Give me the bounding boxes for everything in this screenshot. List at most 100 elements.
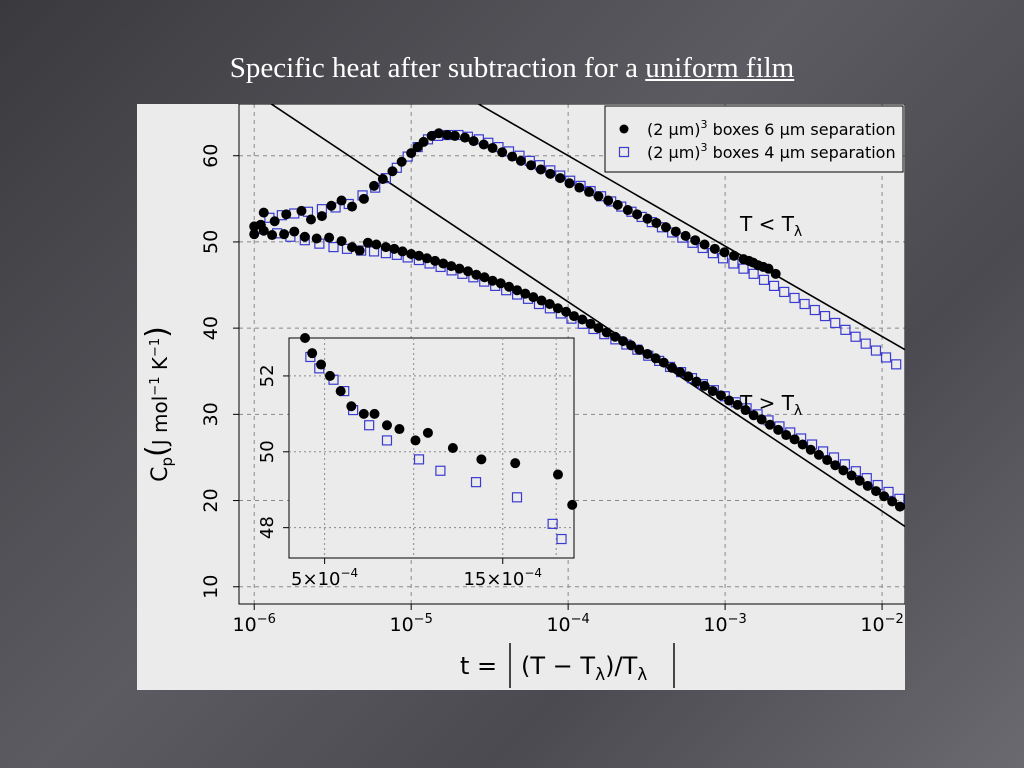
- circle-point: [528, 292, 539, 303]
- y-tick-label: 50: [200, 230, 222, 254]
- circle-point: [362, 237, 373, 248]
- circle-point: [626, 340, 637, 351]
- circle-point: [459, 132, 470, 143]
- square-point: [860, 338, 871, 349]
- data-points: [249, 128, 905, 512]
- circle-point: [299, 231, 310, 242]
- circle-point: [813, 449, 824, 460]
- circle-point: [709, 243, 720, 254]
- square-point: [768, 280, 780, 291]
- chart-panel: 10−6 10−5 10−4 10−3 10−2 10 20 30 40 50 60 (2 μm)3…: [137, 104, 905, 690]
- circle-point: [584, 186, 595, 197]
- circle-point: [862, 480, 873, 491]
- circle-point: [601, 327, 612, 338]
- circle-point: [311, 233, 322, 244]
- circle-point: [347, 242, 358, 253]
- slide-title: Specific heat after subtraction for a un…: [0, 52, 1024, 85]
- circle-point: [535, 164, 546, 175]
- legend: (2 μm)3 boxes 6 μm separation(2 μm)3 box…: [604, 105, 904, 173]
- circle-point: [756, 414, 767, 425]
- circle-point: [316, 211, 327, 222]
- circle-point: [610, 331, 621, 342]
- circle-point: [258, 207, 269, 218]
- x-tick-label: 10−5: [389, 612, 432, 636]
- inset-circle-point: [335, 386, 346, 397]
- inset-circle-point: [510, 458, 521, 469]
- circle-point: [442, 130, 453, 141]
- circle-point: [371, 239, 382, 250]
- circle-point: [336, 236, 347, 247]
- circle-point: [719, 247, 730, 258]
- square-point: [870, 345, 882, 356]
- circle-point: [413, 250, 424, 261]
- circle-point: [699, 239, 710, 250]
- circle-point: [324, 232, 335, 243]
- annotations: T < Tλ T > Tλ: [739, 212, 802, 419]
- circle-point: [838, 465, 849, 476]
- axis-labels: Cp(J mol−1 K−1) t = (T − Tλ)/Tλ: [140, 326, 675, 688]
- circle-point: [577, 314, 588, 325]
- inset-square-point: [470, 477, 482, 488]
- inset-circle-point: [358, 408, 369, 419]
- circle-point: [418, 136, 429, 147]
- legend-square-marker: [618, 146, 630, 158]
- circle-point: [497, 147, 508, 158]
- circle-point: [305, 214, 316, 225]
- x-axis-label: t = (T − Tλ)/Tλ: [460, 652, 647, 685]
- circle-point: [642, 213, 653, 224]
- circle-point: [397, 246, 408, 257]
- circle-point: [421, 253, 432, 264]
- inset-square-point: [435, 465, 446, 476]
- circle-point: [296, 205, 307, 216]
- circle-point: [279, 229, 290, 240]
- legend-label-4um: (2 μm)3 boxes 4 μm separation: [647, 141, 896, 162]
- fit-lines: [269, 104, 905, 528]
- circle-point: [449, 130, 460, 141]
- circle-point: [854, 475, 865, 486]
- circle-point: [593, 191, 604, 202]
- square-point: [779, 286, 790, 298]
- x-tick-label: 10−6: [233, 612, 276, 636]
- inset-y-tick-label: 48: [257, 516, 278, 539]
- square-point: [758, 274, 770, 285]
- circle-point: [507, 151, 518, 162]
- inset-plot: 5×10−4 15×10−4 48 50 52: [257, 333, 578, 590]
- inset-square-point: [547, 518, 558, 529]
- circle-point: [564, 178, 575, 189]
- inset-frame: [288, 337, 575, 559]
- circle-point: [281, 209, 292, 220]
- circle-point: [526, 160, 537, 171]
- legend-circle-marker: [619, 124, 629, 134]
- square-point: [840, 324, 851, 335]
- circle-point: [369, 180, 380, 191]
- circle-point: [289, 226, 300, 237]
- circle-point: [249, 229, 260, 240]
- circle-point: [487, 275, 498, 286]
- inset-circle-point: [324, 370, 335, 381]
- circle-point: [650, 353, 661, 364]
- square-point: [738, 263, 749, 274]
- circle-point: [406, 249, 417, 259]
- circle-point: [267, 230, 278, 241]
- circle-point: [471, 269, 482, 280]
- circle-point: [781, 430, 792, 441]
- circle-point: [699, 380, 710, 391]
- circle-point: [561, 306, 572, 317]
- circle-point: [389, 243, 400, 254]
- circle-point: [822, 455, 833, 466]
- circle-point: [536, 295, 547, 306]
- circle-point: [773, 424, 784, 435]
- circle-point: [495, 278, 506, 289]
- annotation-above: T > Tλ: [739, 391, 802, 419]
- fit-below: [269, 104, 905, 528]
- circle-point: [732, 399, 743, 410]
- inset-circle-point: [300, 333, 311, 343]
- circle-point: [520, 288, 531, 299]
- circle-point: [479, 272, 490, 283]
- fit-above: [476, 104, 905, 351]
- title-prefix: Specific heat after subtraction for a: [229, 52, 646, 84]
- circle-point: [585, 318, 596, 329]
- circle-point: [618, 336, 629, 347]
- circle-point: [789, 434, 800, 445]
- legend-label-6um: (2 μm)3 boxes 6 μm separation: [647, 118, 896, 139]
